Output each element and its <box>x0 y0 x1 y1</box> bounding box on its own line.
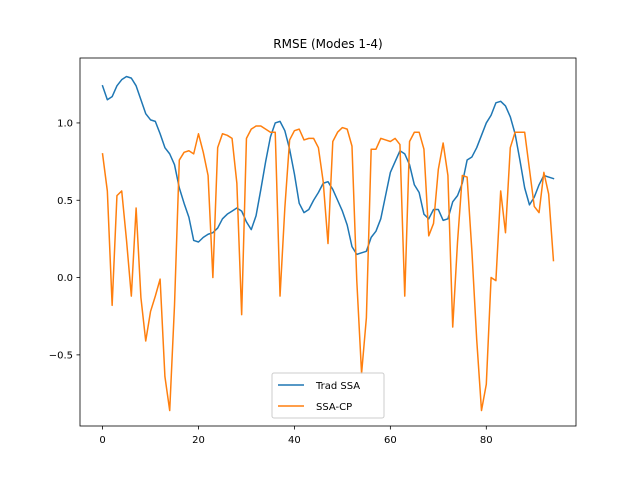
y-tick-label: 0.0 <box>57 273 73 284</box>
y-tick-label: 1.0 <box>57 118 73 129</box>
legend-label-ssa-cp: SSA-CP <box>316 402 352 413</box>
chart-title: RMSE (Modes 1-4) <box>273 37 382 51</box>
y-tick-label: −0.5 <box>49 350 73 361</box>
x-tick-label: 20 <box>192 435 205 446</box>
series-layer <box>101 75 555 412</box>
y-tick-label: 0.5 <box>57 196 73 207</box>
axes-frame <box>79 57 577 427</box>
x-tick-label: 60 <box>384 435 397 446</box>
x-tick-label: 40 <box>288 435 301 446</box>
legend-label-trad-ssa: Trad SSA <box>315 381 360 392</box>
y-axis: −0.5 0.0 0.5 1.0 <box>49 118 80 361</box>
legend: Trad SSA SSA-CP <box>271 372 385 419</box>
x-tick-label: 80 <box>480 435 493 446</box>
series-line-trad-ssa <box>101 75 555 256</box>
x-axis: 0 20 40 60 80 <box>99 426 493 446</box>
series-line-ssa-cp <box>101 125 555 412</box>
x-tick-label: 0 <box>99 435 105 446</box>
